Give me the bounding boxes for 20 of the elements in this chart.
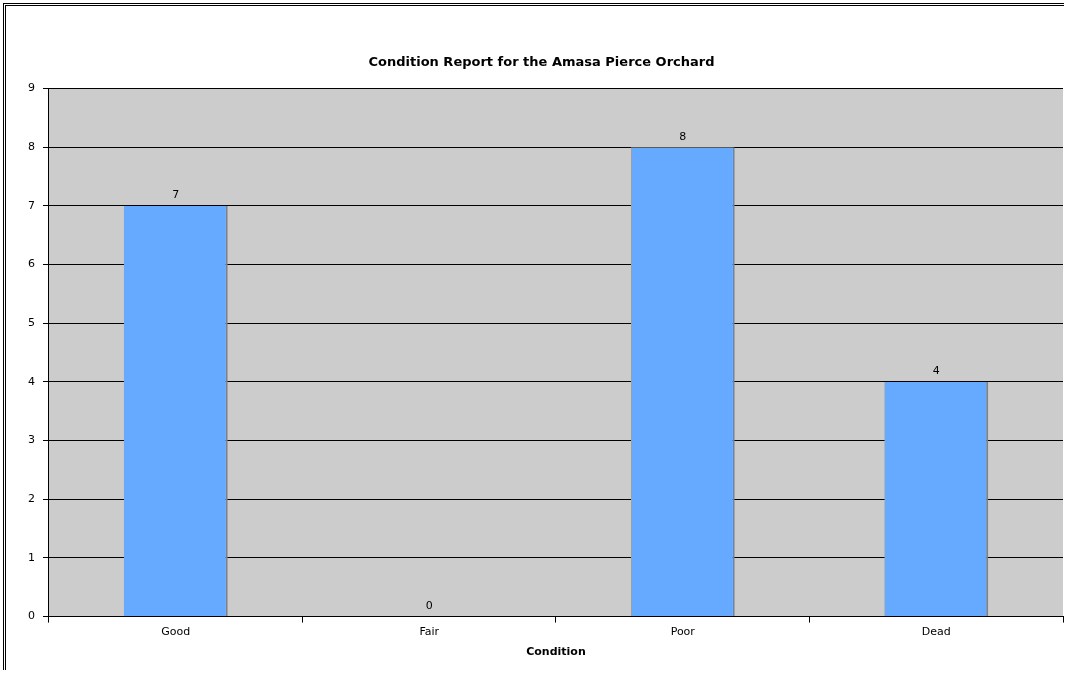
data-label: 7 <box>172 188 180 202</box>
y-tick-label: 7 <box>28 198 35 212</box>
x-tick-label: Dead <box>921 625 951 639</box>
y-tick-label: 8 <box>28 140 35 154</box>
x-tick-label: Fair <box>419 625 440 639</box>
x-tick-label: Good <box>161 625 191 639</box>
y-tick-label: 5 <box>28 316 35 330</box>
data-label: 0 <box>425 598 433 612</box>
chart-title: Condition Report for the Amasa Pierce Orchard <box>368 54 715 70</box>
x-axis-title: Condition <box>526 645 586 659</box>
x-tick-label: Poor <box>670 625 696 639</box>
y-tick-label: 4 <box>28 374 35 388</box>
y-tick-label: 0 <box>28 609 35 623</box>
data-label: 4 <box>932 364 940 378</box>
data-label: 8 <box>679 129 687 143</box>
y-tick-label: 6 <box>28 257 35 271</box>
y-tick-label: 3 <box>28 433 35 447</box>
y-tick-label: 1 <box>28 550 35 564</box>
y-tick-label: 9 <box>28 81 35 95</box>
y-tick-label: 2 <box>28 492 35 506</box>
